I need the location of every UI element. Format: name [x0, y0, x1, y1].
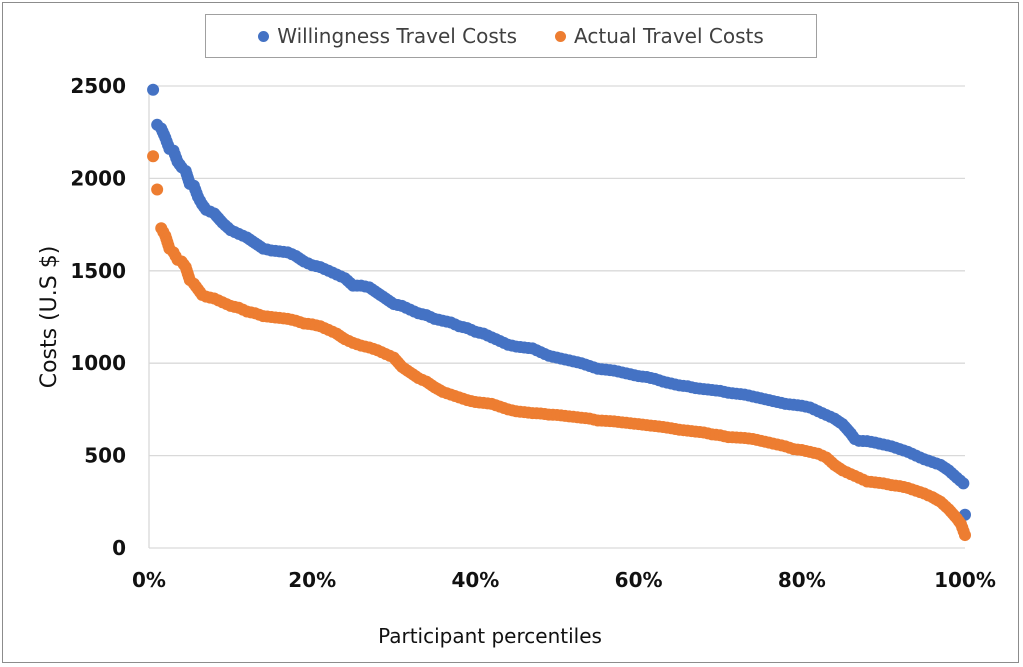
- data-point: [147, 83, 160, 96]
- x-tick-label: 60%: [615, 568, 663, 592]
- y-axis-title: Costs (U.S $): [37, 246, 62, 389]
- legend-marker-actual: [555, 30, 567, 42]
- x-tick-label: 20%: [288, 568, 336, 592]
- data-point: [151, 183, 164, 196]
- x-tick-label: 0%: [132, 568, 166, 592]
- data-point: [959, 529, 971, 542]
- y-tick-label: 1000: [70, 351, 126, 375]
- data-point: [147, 150, 160, 163]
- x-axis-title: Participant percentiles: [378, 624, 602, 648]
- y-tick-label: 0: [112, 536, 126, 560]
- y-tick-label: 1500: [70, 259, 126, 283]
- legend-marker-willingness: [258, 30, 270, 42]
- legend: Willingness Travel Costs Actual Travel C…: [205, 14, 817, 58]
- legend-label-actual: Actual Travel Costs: [574, 24, 764, 48]
- legend-item-actual: Actual Travel Costs: [555, 24, 764, 48]
- y-tick-labels: 0 500 1000 1500 2000 2500: [70, 74, 126, 560]
- legend-item-willingness: Willingness Travel Costs: [258, 24, 517, 48]
- y-tick-label: 2500: [70, 74, 126, 98]
- x-tick-label: 80%: [778, 568, 826, 592]
- y-tick-label: 2000: [70, 166, 126, 190]
- x-tick-label: 100%: [934, 568, 996, 592]
- x-tick-label: 40%: [451, 568, 499, 592]
- series-willingness: [147, 83, 971, 521]
- y-tick-label: 500: [84, 444, 126, 468]
- series-actual: [147, 150, 971, 542]
- legend-label-willingness: Willingness Travel Costs: [277, 24, 518, 48]
- data-point: [957, 477, 970, 490]
- data-points: [147, 83, 971, 542]
- x-tick-labels: 0% 20% 40% 60% 80% 100%: [132, 568, 996, 592]
